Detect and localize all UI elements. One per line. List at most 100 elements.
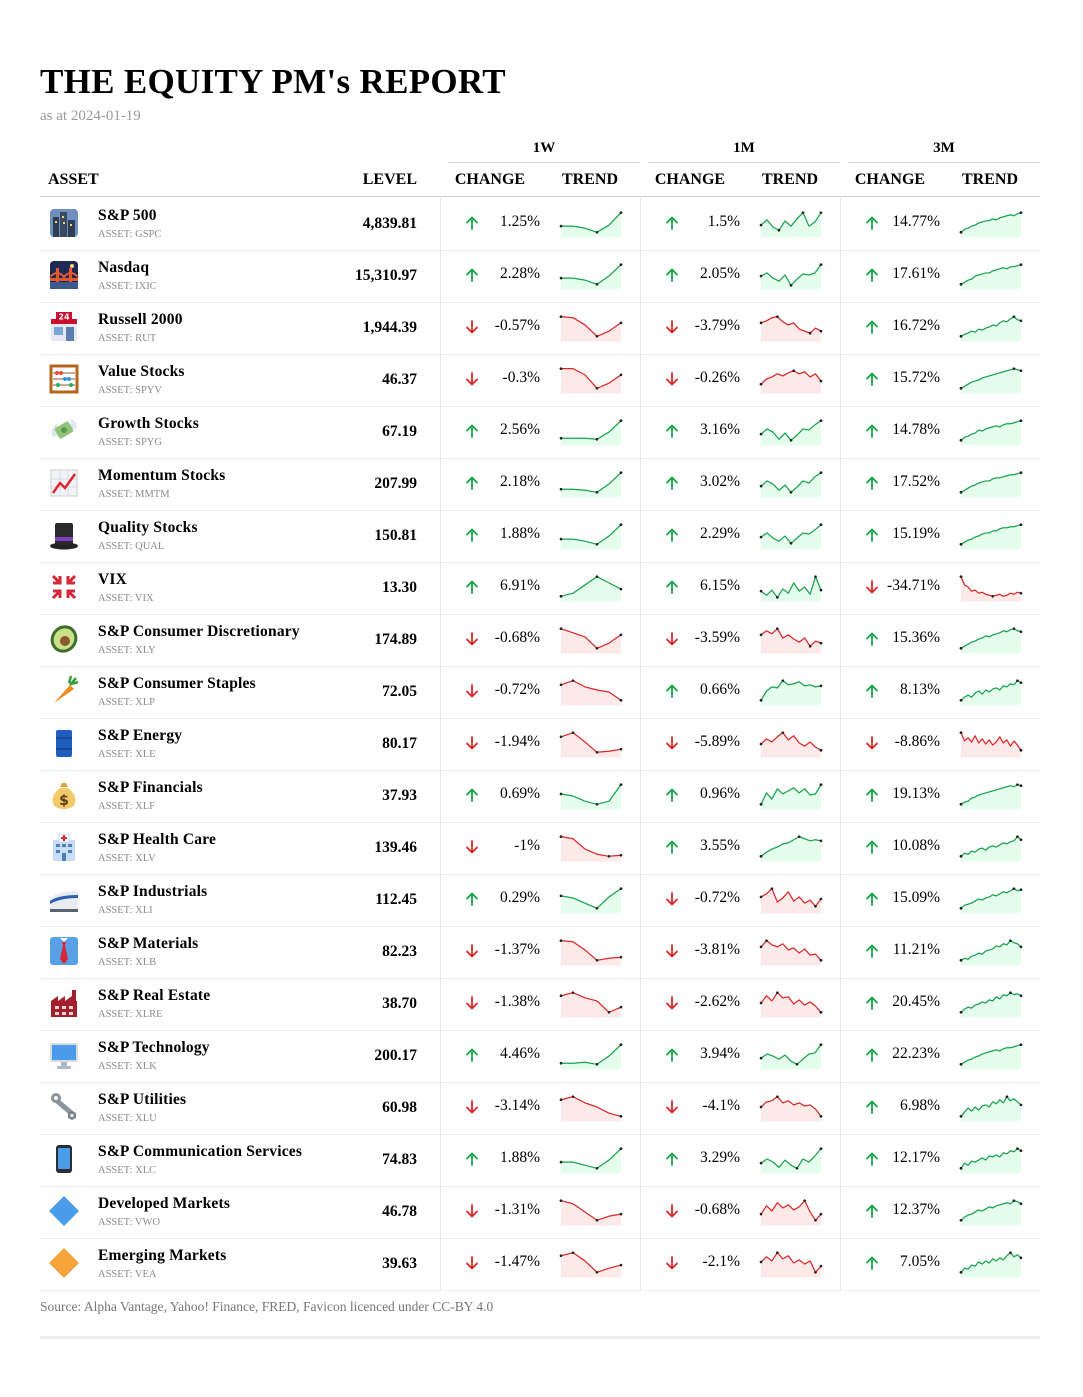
change-value-1w: -0.72% [494,681,540,698]
trend-point [776,315,779,319]
trend-line [960,680,1022,701]
change-value-1m: 0.66% [699,681,740,698]
arrow-down-icon [466,684,478,698]
trend-sparkline [559,835,623,862]
trend-point [959,802,963,806]
change-1w: 1.88% [464,1149,544,1169]
arrow-down-icon [666,1204,678,1218]
arrow-down-icon [466,372,478,386]
trend-area [561,1096,621,1122]
arrow-up-icon [866,1204,878,1218]
table-row: $ S&P Financials ASSET: XLF 37.93 0.69% 0.96%… [40,770,1040,823]
asset-ticker: ASSET: RUT [98,333,157,344]
group-header-1m: 1M [733,140,755,156]
change-value-1w: -1.94% [494,733,540,750]
change-1m: 0.66% [664,681,744,701]
asset-name: S&P Industrials [98,883,208,900]
trend-area [961,1096,1021,1122]
column-divider [440,198,441,1290]
arrow-up-icon [466,1048,478,1062]
trend-sparkline [959,263,1023,290]
change-value-1m: -3.79% [694,317,740,334]
trend-point [781,731,785,735]
store-icon: 24 [51,312,77,341]
change-value-1w: 1.88% [499,525,540,542]
change-value-3m: -8.86% [894,733,940,750]
change-value-1m: 3.29% [699,1149,740,1166]
trend-sparkline [759,315,823,342]
change-1m: -0.68% [664,1201,744,1221]
trend-point [595,906,599,910]
trend-line [760,212,822,231]
money-bag-icon: $ [52,783,76,809]
trend-line [960,732,1022,751]
trend-point [959,1218,963,1222]
trend-line [560,836,622,857]
trend-area [761,732,821,758]
wrench-nut-icon [51,1093,76,1120]
trend-point [559,1254,563,1258]
change-value-1m: 3.94% [699,1045,740,1062]
trend-point [595,575,599,579]
change-1m: -3.81% [664,941,744,961]
trend-point [759,854,763,858]
arrow-up-icon [866,424,878,438]
trend-point [819,1043,823,1047]
trend-area [561,576,621,602]
trend-point [1016,1147,1019,1151]
change-value-1m: -3.81% [694,941,740,958]
bullet-train-icon [50,891,78,912]
change-1w: -3.14% [464,1097,544,1117]
change-3m: 11.21% [864,941,944,961]
trend-sparkline [559,523,623,550]
trend-sparkline [759,731,823,758]
hospital-icon [53,833,75,861]
change-1w: 4.46% [464,1045,544,1065]
trend-point [1019,994,1023,998]
trend-line [960,1096,1022,1117]
arrow-down-icon [666,892,678,906]
trend-line [960,368,1022,389]
trend-point [559,436,563,440]
trend-point [595,437,599,441]
trend-point [797,835,801,839]
change-1m: -5.89% [664,733,744,753]
trend-point [959,575,963,579]
top-hat-icon [50,523,78,550]
trend-point [959,698,963,702]
arrow-up-icon [466,580,478,594]
trend-point [819,958,823,962]
arrow-up-icon [866,1256,878,1270]
svg-text:24: 24 [58,313,70,322]
arrow-up-icon [466,216,478,230]
trend-point [1019,1043,1023,1047]
arrow-down-icon [666,996,678,1010]
trend-sparkline [759,835,823,862]
asset-level: 200.17 [374,1047,417,1064]
trend-line [561,472,622,493]
night-bridge-icon [49,261,79,289]
change-1m: -4.1% [664,1097,744,1117]
header-asset: ASSET [48,171,99,188]
trend-point [959,1166,963,1170]
arrow-up-icon [866,996,878,1010]
trend-sparkline [959,419,1023,446]
trend-point [814,575,817,579]
asset-name: VIX [98,571,128,588]
trend-point [819,419,823,423]
trend-sparkline [759,1147,823,1174]
trend-point [619,853,623,857]
trend-area [961,420,1021,446]
asset-level: 67.19 [382,423,417,440]
asset-ticker: ASSET: VEA [98,1269,157,1280]
trend-point [1009,991,1012,995]
trend-point [595,230,599,234]
trend-line [760,1096,822,1117]
trend-area [961,1200,1021,1226]
change-3m: 12.17% [864,1149,944,1169]
trend-sparkline [559,783,623,810]
change-1w: -1.94% [464,733,544,753]
change-1m: -0.72% [664,889,744,909]
change-value-1m: 3.16% [699,421,740,438]
trend-point [819,748,823,752]
